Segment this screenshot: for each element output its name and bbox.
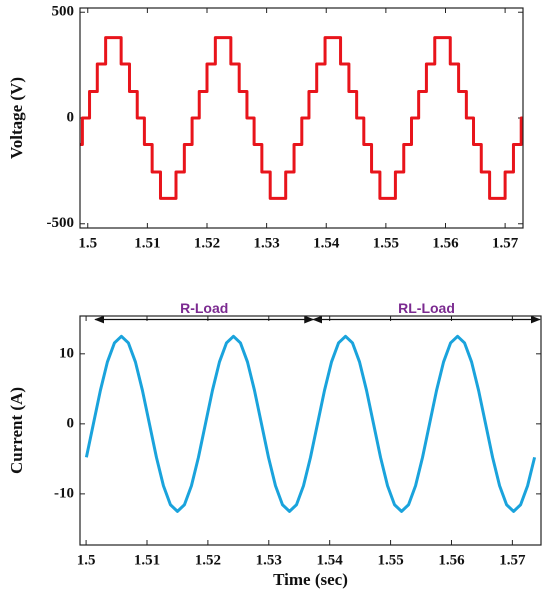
x-tick-label: 1.55 xyxy=(377,552,403,568)
x-tick-label: 1.57 xyxy=(492,235,519,251)
y-tick-label: 10 xyxy=(59,345,74,361)
x-axis-label: Time (sec) xyxy=(273,570,348,589)
x-tick-label: 1.54 xyxy=(317,552,344,568)
y-tick-label: -10 xyxy=(54,485,74,501)
x-tick-label: 1.5 xyxy=(78,235,97,251)
annotation-label: RL-Load xyxy=(398,300,455,316)
y-tick-label: 500 xyxy=(52,4,75,20)
y-axis-label: Current (A) xyxy=(7,387,26,474)
data-line xyxy=(80,36,523,200)
x-tick-label: 1.53 xyxy=(256,552,282,568)
x-tick-label: 1.51 xyxy=(134,552,160,568)
y-tick-label: 0 xyxy=(67,415,75,431)
x-tick-label: 1.53 xyxy=(253,235,279,251)
x-tick-label: 1.5 xyxy=(77,552,96,568)
y-tick-label: -500 xyxy=(47,215,75,231)
y-tick-label: 0 xyxy=(67,109,75,125)
x-tick-label: 1.56 xyxy=(438,552,465,568)
x-tick-label: 1.52 xyxy=(195,552,221,568)
x-tick-label: 1.57 xyxy=(499,552,526,568)
y-axis-label: Voltage (V) xyxy=(7,77,26,159)
annotation-label: R-Load xyxy=(180,300,228,316)
data-line xyxy=(84,334,537,513)
x-tick-label: 1.54 xyxy=(313,235,340,251)
x-tick-label: 1.52 xyxy=(194,235,220,251)
plot-frame xyxy=(79,7,524,229)
x-tick-label: 1.56 xyxy=(432,235,459,251)
x-tick-label: 1.51 xyxy=(134,235,160,251)
plot-frame xyxy=(79,315,542,546)
x-tick-label: 1.55 xyxy=(373,235,399,251)
